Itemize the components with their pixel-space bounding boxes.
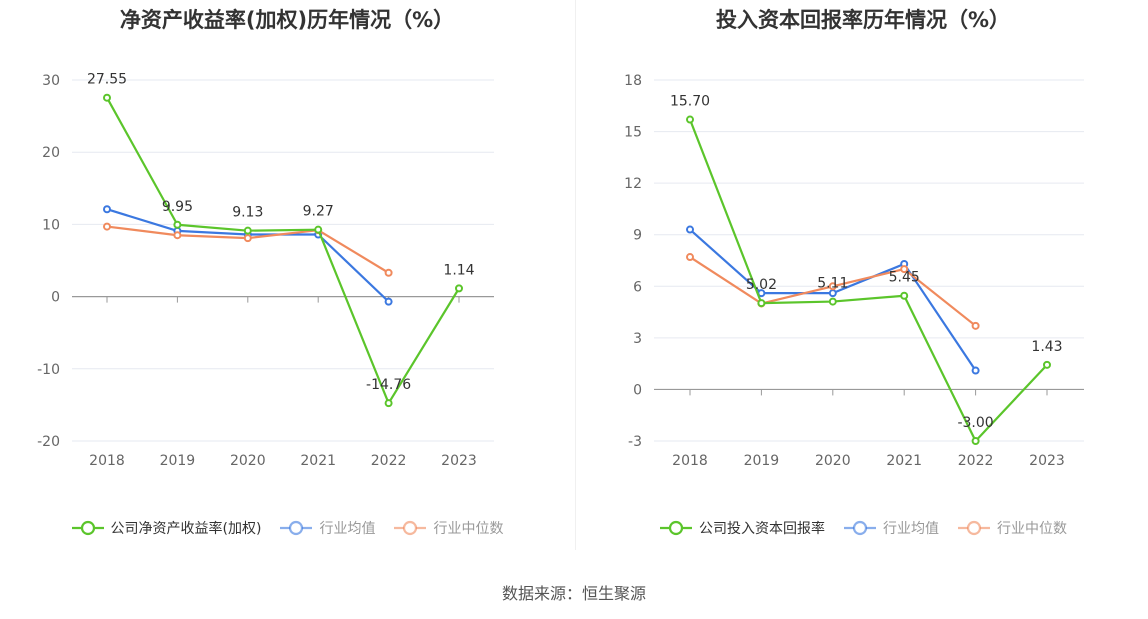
legend-label: 公司投入资本回报率 xyxy=(699,521,825,537)
y-tick-label: 30 xyxy=(42,73,60,89)
data-point[interactable] xyxy=(900,291,909,300)
x-tick-label: 2019 xyxy=(160,453,196,469)
roe-chart-legend: 公司净资产收益率(加权) 行业均值 行业中位数 xyxy=(0,518,574,538)
x-tick-label: 2018 xyxy=(672,453,708,469)
series-line xyxy=(688,119,1048,443)
y-tick-label: 0 xyxy=(51,290,60,306)
legend-item[interactable]: 行业中位数 xyxy=(957,518,1067,538)
data-point[interactable] xyxy=(173,231,182,240)
legend-line-circle-icon xyxy=(394,520,427,536)
x-tick-label: 2020 xyxy=(815,453,851,469)
x-tick-label: 2020 xyxy=(230,453,266,469)
legend-label: 行业中位数 xyxy=(997,521,1067,537)
data-point[interactable] xyxy=(455,284,463,293)
data-point[interactable] xyxy=(384,297,393,306)
roic-chart-title: 投入资本回报率历年情况（%） xyxy=(715,8,1011,32)
data-point[interactable] xyxy=(103,205,111,214)
y-tick-label: -10 xyxy=(37,362,60,378)
data-point[interactable] xyxy=(900,265,909,274)
data-label: 9.13 xyxy=(232,205,263,221)
y-tick-label: 0 xyxy=(633,382,642,398)
roic-chart-plot: 18 15 12 9 6 3 0 -3 2018 2019 2020 2021 2022 2023 15.7… xyxy=(624,73,1084,469)
legend-line-circle-icon xyxy=(280,520,313,536)
legend-label: 行业均值 xyxy=(319,521,376,537)
legend-line-circle-icon xyxy=(71,520,104,536)
data-point[interactable] xyxy=(103,222,111,231)
y-tick-label: 3 xyxy=(633,331,642,347)
data-label: 9.27 xyxy=(303,204,334,220)
data-point[interactable] xyxy=(757,299,766,308)
legend-item[interactable]: 行业均值 xyxy=(279,518,375,538)
legend-label: 公司净资产收益率(加权) xyxy=(110,521,262,537)
data-label: -3.00 xyxy=(957,415,993,431)
legend-item[interactable]: 公司投入资本回报率 xyxy=(659,518,825,538)
data-point[interactable] xyxy=(686,253,694,262)
data-point[interactable] xyxy=(828,282,837,291)
legend-label: 行业中位数 xyxy=(433,521,504,537)
y-tick-label: 10 xyxy=(42,217,60,233)
data-label: 1.14 xyxy=(443,262,474,278)
roic-chart-legend: 公司投入资本回报率 行业均值 行业中位数 xyxy=(576,518,1148,538)
roic-chart-panel: 投入资本回报率历年情况（%） 18 15 12 9 6 3 0 -3 2018 2019 2020 2… xyxy=(576,0,1148,560)
data-point[interactable] xyxy=(828,297,837,306)
y-tick-label: 9 xyxy=(633,228,642,244)
x-tick-label: 2023 xyxy=(441,453,477,469)
legend-line-circle-icon xyxy=(844,520,876,536)
roe-chart-panel: 净资产收益率(加权)历年情况（%） 30 20 10 0 -10 -20 2018 2019 2… xyxy=(0,0,574,560)
data-point[interactable] xyxy=(243,234,252,243)
data-label: 15.70 xyxy=(670,94,710,110)
y-tick-label: 6 xyxy=(633,279,642,295)
data-label: 5.02 xyxy=(746,277,777,293)
data-source-text: 数据来源：恒生聚源 xyxy=(501,584,646,603)
data-point[interactable] xyxy=(173,220,182,229)
data-point[interactable] xyxy=(314,225,323,234)
y-tick-label: -3 xyxy=(628,434,642,450)
data-point[interactable] xyxy=(243,226,252,235)
data-point[interactable] xyxy=(686,225,694,234)
x-tick-label: 2021 xyxy=(300,453,336,469)
y-tick-label: 18 xyxy=(624,73,642,89)
legend-label: 行业均值 xyxy=(883,521,939,537)
data-point[interactable] xyxy=(971,321,980,330)
data-label: 9.95 xyxy=(162,199,193,215)
roe-chart-plot: 30 20 10 0 -10 -20 2018 2019 2020 2021 2022 2023 27.… xyxy=(37,72,494,469)
legend-line-circle-icon xyxy=(660,520,692,536)
data-point[interactable] xyxy=(971,437,980,445)
data-point[interactable] xyxy=(384,399,393,408)
data-point[interactable] xyxy=(971,366,980,375)
data-label: -14.76 xyxy=(366,377,411,393)
data-label: 27.55 xyxy=(87,72,127,88)
legend-item[interactable]: 公司净资产收益率(加权) xyxy=(71,518,262,538)
x-tick-label: 2018 xyxy=(89,453,125,469)
data-point[interactable] xyxy=(103,93,111,102)
panel-divider xyxy=(575,0,576,550)
x-tick-label: 2022 xyxy=(371,453,407,469)
series-line xyxy=(106,208,390,303)
data-point[interactable] xyxy=(686,115,694,124)
data-label: 1.43 xyxy=(1031,339,1062,355)
legend-item[interactable]: 行业中位数 xyxy=(393,518,503,538)
data-point[interactable] xyxy=(1043,360,1051,369)
series-line xyxy=(106,97,460,405)
x-tick-label: 2021 xyxy=(886,453,922,469)
data-label: 5.11 xyxy=(817,276,848,292)
x-tick-label: 2022 xyxy=(958,453,994,469)
legend-line-circle-icon xyxy=(958,520,990,536)
legend-item[interactable]: 行业均值 xyxy=(843,518,939,538)
data-point[interactable] xyxy=(384,268,393,277)
x-tick-label: 2023 xyxy=(1029,453,1065,469)
x-tick-label: 2019 xyxy=(744,453,780,469)
data-label: 5.45 xyxy=(889,270,920,286)
roe-chart-title: 净资产收益率(加权)历年情况（%） xyxy=(119,8,455,32)
y-tick-label: 15 xyxy=(624,125,642,141)
y-tick-label: 12 xyxy=(624,176,642,192)
y-tick-label: -20 xyxy=(37,434,60,450)
y-tick-label: 20 xyxy=(42,145,60,161)
